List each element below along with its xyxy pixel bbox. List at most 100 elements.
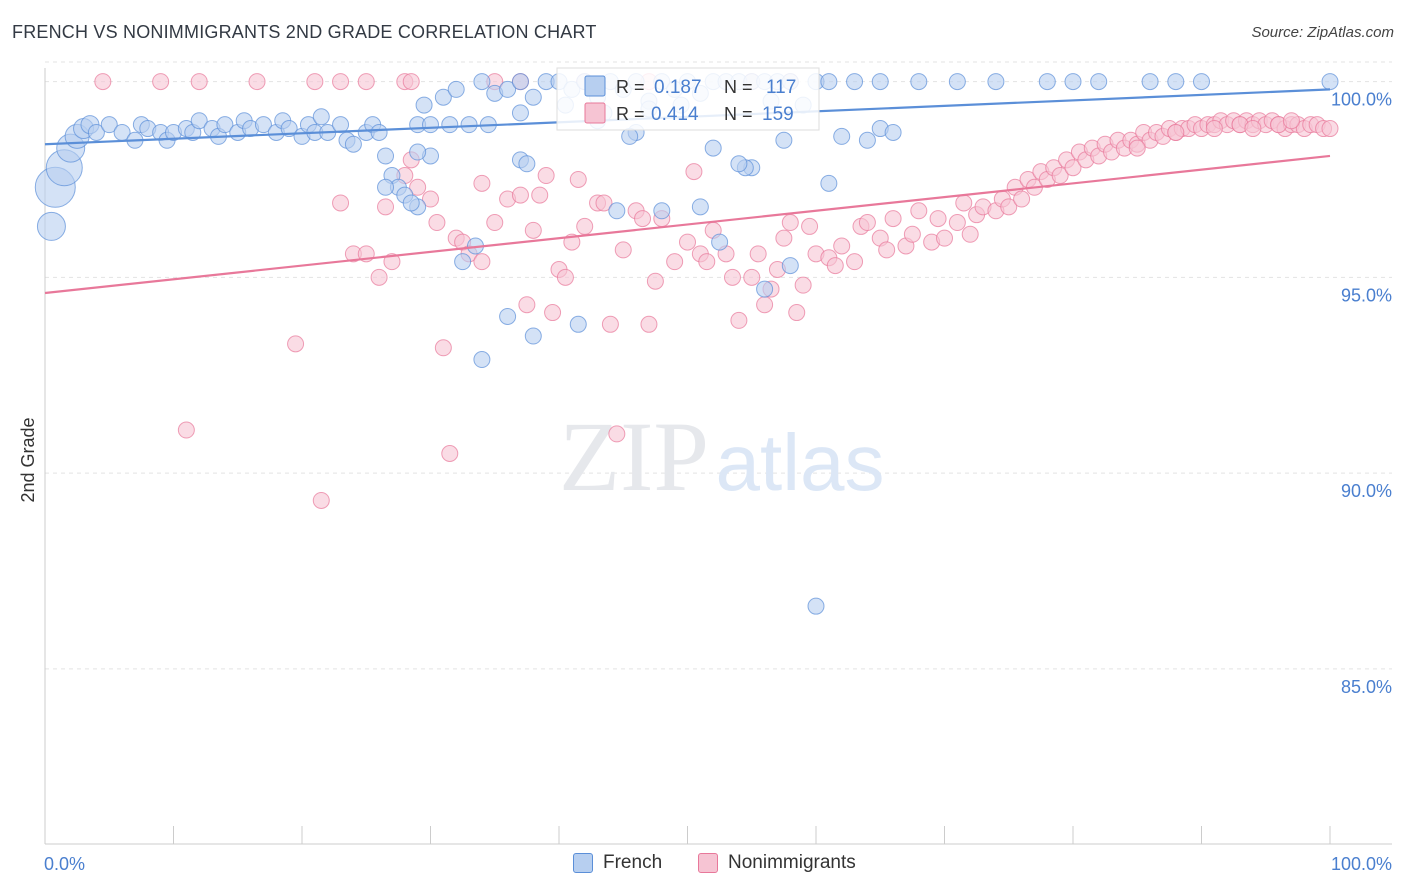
legend-swatch-nonimmigrants — [698, 853, 718, 873]
nonimmigrants-point-47 — [576, 217, 594, 235]
french-point-124 — [730, 155, 748, 173]
french-point-52 — [499, 80, 517, 98]
stats-swatch-french — [584, 75, 606, 97]
stats-n-value-nonimmigrants: 159 — [762, 104, 794, 125]
french-point-102 — [820, 174, 838, 192]
nonimmigrants-point-88 — [903, 225, 921, 243]
y-tick-label-85: 85.0% — [1341, 677, 1392, 697]
nonimmigrants-point-81 — [846, 253, 864, 271]
watermark-atlas: atlas — [716, 418, 885, 507]
nonimmigrants-point-38 — [518, 296, 536, 314]
nonimmigrants-point-62 — [698, 253, 716, 271]
french-point-7 — [87, 123, 105, 141]
nonimmigrants-point-79 — [826, 257, 844, 275]
nonimmigrants-point-100 — [1000, 198, 1018, 216]
french-point-97 — [653, 202, 671, 220]
french-point-100 — [756, 280, 774, 298]
nonimmigrants-point-2 — [190, 73, 208, 91]
french-point-80 — [871, 73, 889, 91]
french-point-123 — [807, 597, 825, 615]
french-point-49 — [460, 116, 478, 134]
french-point-79 — [846, 73, 864, 91]
french-point-129 — [511, 104, 529, 122]
french-point-128 — [608, 202, 626, 220]
watermark: ZIP atlas — [559, 401, 884, 512]
french-point-88 — [1167, 73, 1185, 91]
legend-label-nonimmigrants: Nonimmigrants — [728, 852, 856, 873]
french-point-122 — [775, 131, 793, 149]
nonimmigrants-point-67 — [743, 268, 761, 286]
french-point-116 — [518, 155, 536, 173]
french-point-54 — [524, 88, 542, 106]
french-point-36 — [344, 135, 362, 153]
watermark-zip: ZIP — [559, 401, 709, 512]
nonimmigrants-point-75 — [794, 276, 812, 294]
nonimmigrants-point-92 — [936, 229, 953, 247]
nonimmigrants-point-29 — [434, 339, 452, 357]
nonimmigrants-point-3 — [248, 73, 266, 91]
nonimmigrants-point-152 — [1167, 123, 1185, 141]
stats-r-value-nonimmigrants: 0.414 — [651, 104, 699, 125]
x-tick-label-max: 100.0% — [1331, 854, 1392, 874]
nonimmigrants-point-41 — [537, 167, 555, 185]
nonimmigrants-point-16 — [287, 335, 305, 353]
french-point-39 — [370, 123, 388, 141]
french-point-126 — [711, 233, 729, 251]
nonimmigrants-point-56 — [646, 272, 664, 290]
x-tick-label-min: 0.0% — [44, 854, 85, 874]
french-point-109 — [473, 351, 491, 369]
nonimmigrants-point-46 — [569, 170, 587, 188]
nonimmigrants-point-68 — [749, 245, 767, 263]
french-point-77 — [820, 73, 838, 91]
stats-swatch-nonimmigrants — [584, 102, 606, 124]
nonimmigrants-point-102 — [1013, 190, 1031, 208]
nonimmigrants-point-110 — [1064, 159, 1082, 177]
nonimmigrants-point-151 — [1128, 139, 1146, 157]
french-point-34 — [332, 116, 350, 134]
nonimmigrants-point-65 — [723, 268, 741, 286]
french-point-0 — [36, 211, 66, 241]
french-point-81 — [910, 73, 928, 91]
nonimmigrants-point-34 — [473, 174, 491, 192]
nonimmigrants-point-86 — [884, 210, 902, 228]
french-point-87 — [1141, 73, 1159, 91]
bottom-legend: French Nonimmigrants — [0, 852, 1406, 878]
nonimmigrants-point-94 — [955, 194, 973, 212]
nonimmigrants-point-72 — [775, 229, 793, 247]
nonimmigrants-point-66 — [730, 311, 748, 329]
stats-r-label-nonimmigrants: R = — [616, 104, 645, 124]
french-point-21 — [216, 116, 234, 134]
nonimmigrants-point-91 — [929, 210, 947, 228]
nonimmigrants-points — [94, 73, 1339, 509]
legend-item-nonimmigrants[interactable]: Nonimmigrants — [698, 852, 856, 874]
nonimmigrants-point-0 — [94, 73, 112, 91]
french-point-89 — [1193, 73, 1210, 91]
french-point-85 — [1064, 73, 1082, 91]
grid-lines — [45, 61, 1392, 670]
nonimmigrants-point-150 — [1321, 120, 1339, 138]
nonimmigrants-point-89 — [910, 202, 928, 220]
nonimmigrants-point-6 — [357, 73, 375, 91]
french-point-18 — [190, 112, 208, 130]
french-point-84 — [1038, 73, 1056, 91]
nonimmigrants-point-83 — [858, 214, 876, 232]
nonimmigrants-point-18 — [332, 194, 350, 212]
french-point-45 — [415, 96, 433, 114]
french-point-130 — [409, 143, 427, 161]
nonimmigrants-point-15 — [177, 421, 195, 439]
legend-swatch-french — [573, 853, 593, 873]
french-point-78 — [833, 127, 851, 145]
nonimmigrants-point-155 — [1244, 120, 1262, 138]
french-point-40 — [377, 147, 395, 165]
nonimmigrants-point-42 — [544, 304, 562, 322]
french-point-98 — [704, 139, 722, 157]
nonimmigrants-point-49 — [595, 194, 613, 212]
french-point-106 — [454, 253, 472, 271]
stats-n-label-french: N = — [724, 77, 753, 97]
legend-item-french[interactable]: French — [573, 852, 662, 874]
nonimmigrants-point-80 — [833, 237, 851, 255]
nonimmigrants-trend-line — [44, 154, 1331, 295]
nonimmigrants-point-59 — [679, 233, 696, 251]
nonimmigrants-point-69 — [756, 296, 774, 314]
